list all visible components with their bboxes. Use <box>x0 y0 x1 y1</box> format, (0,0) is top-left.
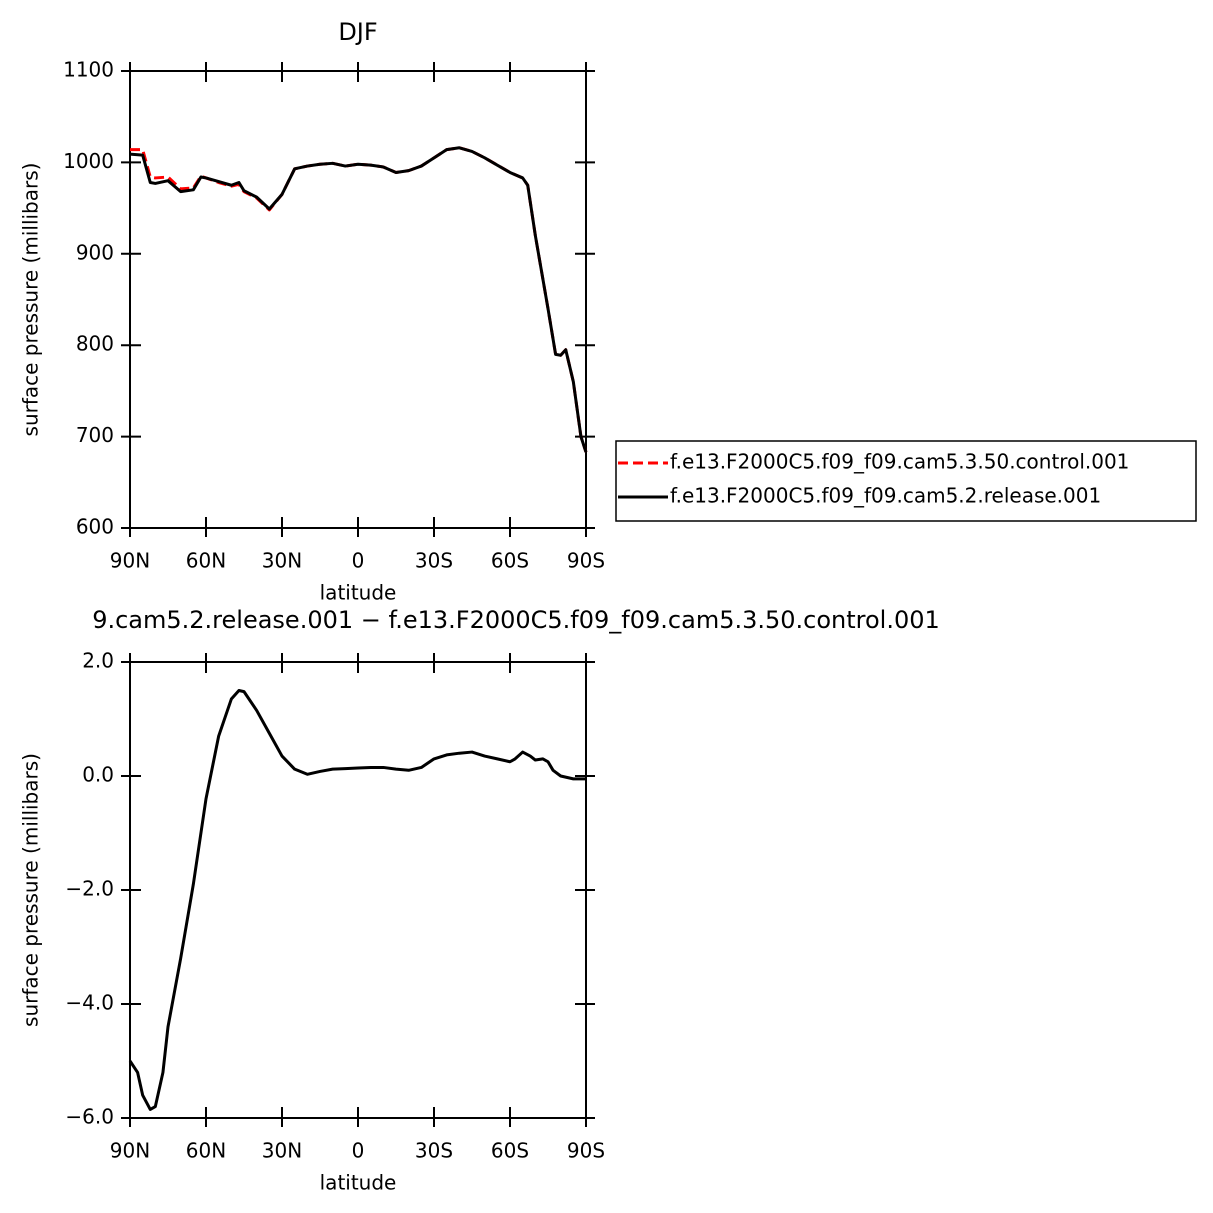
data-line <box>129 146 588 453</box>
data-line <box>128 689 586 1111</box>
y-tick-label: 0.0 <box>82 763 114 787</box>
plot-frame <box>129 70 587 529</box>
chart-title: DJF <box>338 18 377 46</box>
y-tick-label: 1000 <box>63 149 114 173</box>
x-tick-label: 60S <box>491 549 529 573</box>
x-tick-label: 90N <box>110 549 150 573</box>
x-tick-label: 0 <box>352 549 365 573</box>
y-tick-label: 1100 <box>63 58 114 82</box>
y-tick-label: −2.0 <box>65 877 114 901</box>
x-tick-label: 60S <box>491 1139 529 1163</box>
x-tick-label: 30N <box>262 1139 302 1163</box>
x-tick-label: 30S <box>415 549 453 573</box>
x-tick-label: 60N <box>186 549 226 573</box>
data-line <box>130 146 588 453</box>
x-tick-label: 90S <box>567 549 605 573</box>
y-tick-label: 800 <box>76 332 114 356</box>
y-tick-label: 900 <box>76 240 114 264</box>
y-axis-label: surface pressure (millibars) <box>19 163 43 437</box>
y-tick-label: −4.0 <box>65 991 114 1015</box>
y-tick-label: 600 <box>76 515 114 539</box>
y-tick-label: 700 <box>76 423 114 447</box>
plot-frame <box>129 661 587 1119</box>
x-tick-label: 90N <box>110 1139 150 1163</box>
legend-box <box>615 440 1197 522</box>
x-tick-label: 60N <box>186 1139 226 1163</box>
x-tick-label: 0 <box>352 1139 365 1163</box>
x-tick-label: 30N <box>262 549 302 573</box>
y-tick-label: 2.0 <box>82 649 114 673</box>
chart-title: 9.cam5.2.release.001 − f.e13.F2000C5.f09… <box>92 606 940 634</box>
x-axis-label: latitude <box>320 1171 397 1195</box>
x-tick-label: 30S <box>415 1139 453 1163</box>
y-axis-label: surface pressure (millibars) <box>19 753 43 1027</box>
legend-label: f.e13.F2000C5.f09_f09.cam5.3.50.control.… <box>670 450 1129 474</box>
legend-label: f.e13.F2000C5.f09_f09.cam5.2.release.001 <box>670 484 1101 508</box>
x-tick-label: 90S <box>567 1139 605 1163</box>
y-tick-label: −6.0 <box>65 1105 114 1129</box>
x-axis-label: latitude <box>320 581 397 605</box>
